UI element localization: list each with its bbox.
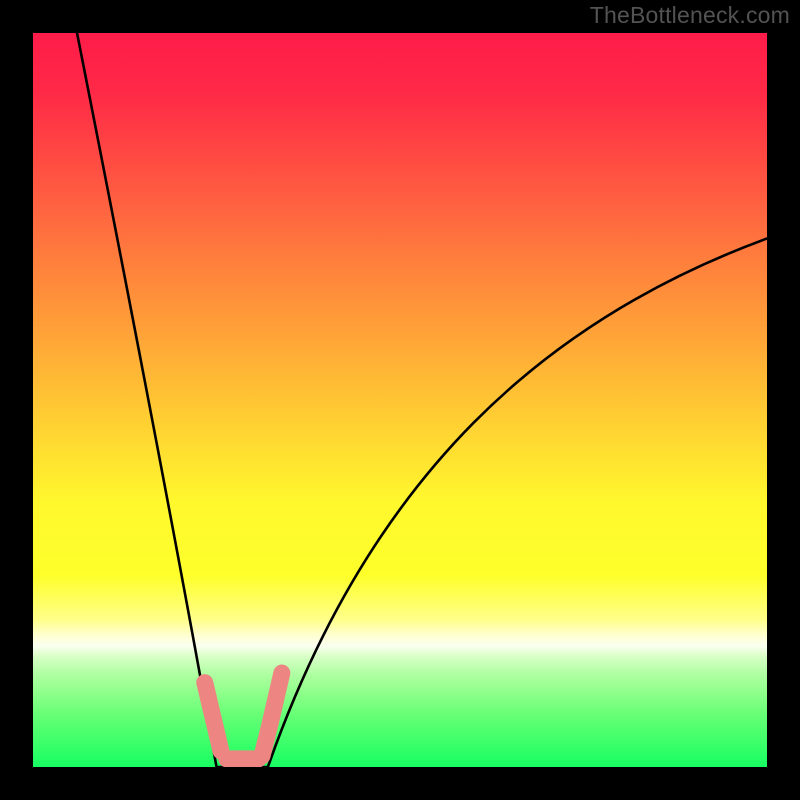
marker-segment [270,673,282,724]
attribution-text: TheBottleneck.com [590,2,790,29]
chart-canvas: TheBottleneck.com [0,0,800,800]
gradient-background [33,33,767,767]
plot-area [33,33,767,767]
marker-segment [215,726,221,751]
plot-svg [33,33,767,767]
marker-segment [205,683,215,723]
